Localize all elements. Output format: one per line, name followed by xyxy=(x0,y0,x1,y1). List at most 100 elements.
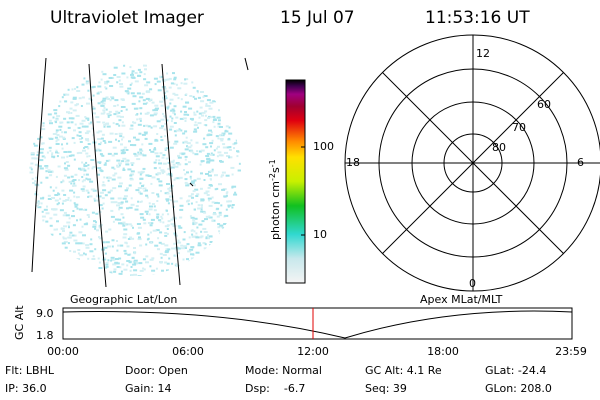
info-field: Dsp: -6.7 xyxy=(245,382,305,395)
pixel xyxy=(41,155,45,158)
pixel xyxy=(130,92,135,95)
pixel xyxy=(228,156,233,159)
pixel xyxy=(112,146,117,149)
pixel xyxy=(196,91,199,94)
pixel xyxy=(173,122,177,124)
time: 11:53:16 UT xyxy=(425,8,530,28)
pixel xyxy=(183,113,188,116)
pixel xyxy=(53,109,58,112)
pixel xyxy=(148,202,151,205)
pixel xyxy=(91,258,96,260)
pixel xyxy=(154,138,158,141)
pixel xyxy=(184,163,188,166)
pixel xyxy=(145,189,148,192)
pixel xyxy=(183,231,186,234)
pixel xyxy=(129,269,132,272)
pixel xyxy=(138,262,143,265)
pixel xyxy=(133,262,138,265)
pixel xyxy=(180,244,184,247)
pixel xyxy=(165,90,169,93)
pixel xyxy=(113,66,118,69)
pixel xyxy=(189,248,194,251)
pixel xyxy=(216,215,220,218)
pixel xyxy=(219,160,222,162)
pixel xyxy=(210,145,212,148)
pixel xyxy=(116,266,120,268)
pixel xyxy=(153,209,157,212)
pixel xyxy=(194,97,197,100)
pixel xyxy=(162,221,165,224)
pixel xyxy=(116,76,121,78)
pixel xyxy=(202,95,205,98)
pixel xyxy=(49,186,52,189)
pixel xyxy=(150,218,155,221)
orbit-xtick-label: 12:00 xyxy=(297,345,329,358)
pixel xyxy=(133,269,138,272)
pixel xyxy=(116,112,119,115)
pixel xyxy=(103,163,107,166)
pixel xyxy=(159,252,163,255)
pixel xyxy=(119,83,123,85)
pixel xyxy=(120,270,123,273)
pixel xyxy=(195,236,200,239)
pixel xyxy=(107,152,112,155)
pixel xyxy=(153,205,156,208)
pixel xyxy=(74,87,76,90)
pixel xyxy=(135,189,140,192)
pixel xyxy=(62,136,66,139)
pixel xyxy=(204,119,208,122)
pixel xyxy=(94,149,98,152)
pixel xyxy=(205,155,210,157)
pixel xyxy=(88,195,93,198)
pixel xyxy=(102,181,105,184)
pixel xyxy=(232,185,237,188)
pixel xyxy=(55,151,58,154)
pixel xyxy=(160,215,163,218)
pixel xyxy=(222,143,226,146)
pixel xyxy=(123,249,127,252)
pixel xyxy=(64,246,68,249)
pixel xyxy=(63,211,67,214)
pixel xyxy=(125,242,128,245)
pixel xyxy=(64,168,69,171)
pixel xyxy=(170,82,174,85)
pixel xyxy=(71,215,75,218)
pixel xyxy=(193,208,196,211)
pixel xyxy=(102,202,105,205)
pixel xyxy=(168,257,171,260)
pixel xyxy=(216,207,220,210)
pixel xyxy=(179,117,184,120)
pixel xyxy=(72,184,75,187)
pixel xyxy=(228,156,231,159)
pixel xyxy=(53,213,58,216)
pixel xyxy=(188,236,191,239)
pixel xyxy=(83,209,86,211)
pixel xyxy=(145,261,149,264)
pixel xyxy=(63,151,68,153)
pixel xyxy=(190,202,193,205)
pixel xyxy=(91,107,96,110)
pixel xyxy=(85,246,90,249)
pixel xyxy=(64,162,66,165)
pixel xyxy=(134,208,139,211)
pixel xyxy=(197,242,201,245)
pixel xyxy=(190,257,194,260)
pixel xyxy=(85,117,88,120)
pixel xyxy=(144,84,149,87)
pixel xyxy=(116,249,119,252)
pixel xyxy=(186,200,189,203)
pixel xyxy=(84,208,88,211)
pixel xyxy=(105,87,108,90)
pixel xyxy=(177,156,182,159)
pixel xyxy=(97,102,101,105)
pixel xyxy=(41,142,44,145)
pixel xyxy=(120,213,124,216)
pixel xyxy=(36,201,41,204)
pixel xyxy=(87,119,90,121)
pixel xyxy=(125,200,129,203)
pixel xyxy=(30,153,35,156)
orbit-axis-label: GC Alt xyxy=(13,305,26,340)
pixel xyxy=(208,199,211,202)
pixel xyxy=(169,186,173,189)
pixel xyxy=(103,176,106,179)
